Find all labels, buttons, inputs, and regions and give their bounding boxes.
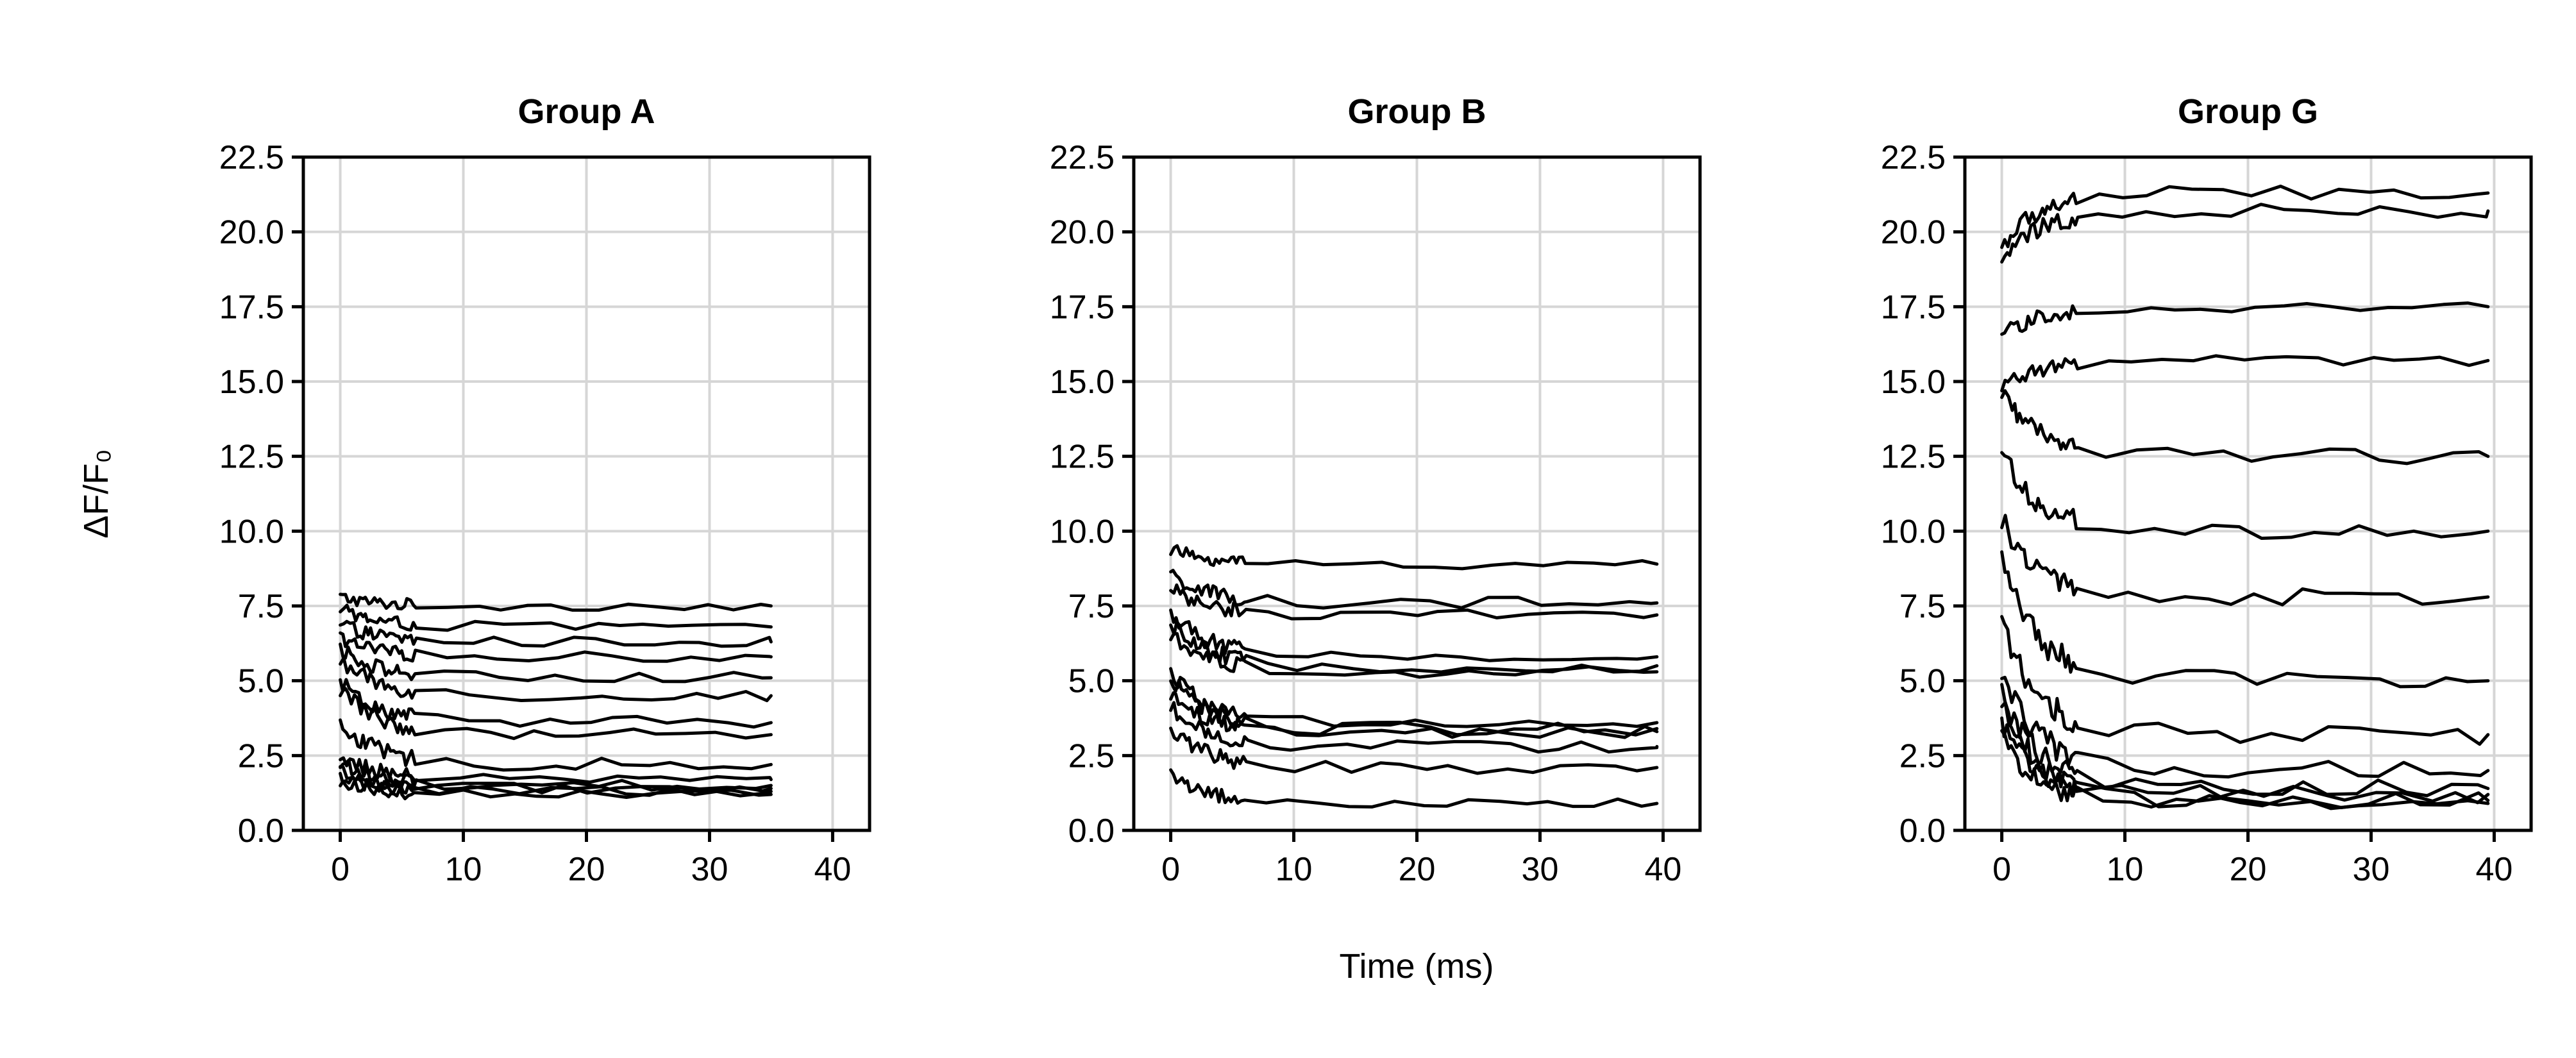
trace-1 (2000, 184, 2490, 249)
trace-3 (1169, 583, 1659, 621)
y-tick-label-9: 20.0 (219, 214, 284, 251)
trace-9 (1169, 691, 1659, 739)
y-tick-label-7: 15.0 (1881, 364, 1946, 401)
trace-10 (2000, 675, 2490, 779)
x-tick-label-1: 0 (1992, 851, 2011, 888)
x-tick-label-4: 30 (1522, 851, 1559, 888)
trace-9 (2000, 615, 2490, 746)
y-tick-label-3: 5.0 (1899, 663, 1946, 700)
y-tick-label-4: 7.5 (1899, 588, 1946, 625)
trace-5 (339, 642, 773, 684)
y-tick-label-1: 0.0 (238, 812, 284, 850)
y-tick-label-4: 7.5 (238, 588, 284, 625)
trace-8 (2000, 550, 2490, 689)
y-tick-label-1: 0.0 (1899, 812, 1946, 850)
y-tick-label-2: 2.5 (1899, 737, 1946, 775)
trace-12 (2000, 701, 2490, 805)
x-tick-label-1: 0 (331, 851, 349, 888)
x-tick-label-5: 40 (1644, 851, 1681, 888)
y-tick-label-6: 12.5 (219, 439, 284, 476)
trace-11 (2000, 683, 2490, 798)
trace-10 (1169, 701, 1659, 754)
trace-4 (2000, 354, 2490, 392)
panel-title: Group A (518, 92, 655, 131)
x-tick-label-1: 0 (1161, 851, 1180, 888)
trace-7 (339, 678, 773, 729)
x-tick-label-3: 20 (2230, 851, 2267, 888)
trace-5 (2000, 389, 2490, 466)
x-tick-label-5: 40 (2475, 851, 2513, 888)
y-tick-label-8: 17.5 (219, 289, 284, 326)
trace-8 (339, 687, 773, 741)
trace-7 (1169, 667, 1659, 728)
trace-2 (339, 603, 773, 632)
y-tick-label-10: 22.5 (1050, 139, 1115, 176)
y-axis-label: ΔF/F₀ (77, 449, 115, 538)
panel-title: Group G (2178, 92, 2318, 131)
trace-14 (2000, 729, 2490, 810)
x-tick-label-4: 30 (2353, 851, 2390, 888)
y-tick-label-8: 17.5 (1881, 289, 1946, 326)
y-tick-label-2: 2.5 (238, 737, 284, 775)
y-tick-label-9: 20.0 (1881, 214, 1946, 251)
trace-7 (2000, 514, 2490, 607)
y-tick-label-6: 12.5 (1881, 439, 1946, 476)
y-tick-label-7: 15.0 (219, 364, 284, 401)
x-tick-label-2: 10 (2107, 851, 2144, 888)
trace-4 (1169, 609, 1659, 662)
panel-title: Group B (1348, 92, 1486, 131)
trace-13 (339, 771, 773, 798)
trace-14 (339, 778, 773, 801)
trace-9 (339, 718, 773, 772)
x-tick-label-2: 10 (1275, 851, 1313, 888)
y-tick-label-3: 5.0 (238, 663, 284, 700)
y-tick-label-9: 20.0 (1050, 214, 1115, 251)
trace-12 (1169, 768, 1659, 809)
x-tick-label-2: 10 (445, 851, 482, 888)
trace-1 (1169, 544, 1659, 571)
x-tick-label-5: 40 (814, 851, 851, 888)
y-tick-label-10: 22.5 (1881, 139, 1946, 176)
trace-6 (1169, 632, 1659, 679)
y-tick-label-10: 22.5 (219, 139, 284, 176)
x-axis-label: Time (ms) (1340, 947, 1494, 986)
x-tick-label-3: 20 (568, 851, 605, 888)
trace-6 (339, 656, 773, 703)
y-tick-label-4: 7.5 (1068, 588, 1115, 625)
trace-2 (1169, 569, 1659, 610)
y-tick-label-1: 0.0 (1068, 812, 1115, 850)
trace-11 (1169, 726, 1659, 775)
panel-1: 0 10 20 30 40 0.0 2.5 5.0 7.5 10.0 12.5 15.0 17.5 20.… (219, 92, 871, 888)
y-tick-label-5: 10.0 (1881, 513, 1946, 550)
trace-10 (339, 756, 773, 784)
trace-2 (2000, 203, 2490, 264)
trace-1 (339, 592, 773, 612)
trace-8 (1169, 678, 1659, 737)
trace-3 (2000, 301, 2490, 336)
x-tick-label-3: 20 (1399, 851, 1436, 888)
trace-4 (339, 631, 773, 663)
trace-6 (2000, 451, 2490, 540)
y-tick-label-3: 5.0 (1068, 663, 1115, 700)
trace-5 (1169, 620, 1659, 674)
y-tick-label-2: 2.5 (1068, 737, 1115, 775)
y-tick-label-7: 15.0 (1050, 364, 1115, 401)
trace-3 (339, 619, 773, 648)
panel-3: 0 10 20 30 40 0.0 2.5 5.0 7.5 10.0 12.5 15.0 17.5 20.… (1881, 92, 2533, 888)
panel-2: 0 10 20 30 40 0.0 2.5 5.0 7.5 10.0 12.5 15.0 17.5 20.… (1050, 92, 1702, 888)
y-tick-label-5: 10.0 (219, 513, 284, 550)
x-tick-label-4: 30 (691, 851, 728, 888)
y-tick-label-8: 17.5 (1050, 289, 1115, 326)
y-tick-label-6: 12.5 (1050, 439, 1115, 476)
y-tick-label-5: 10.0 (1050, 513, 1115, 550)
